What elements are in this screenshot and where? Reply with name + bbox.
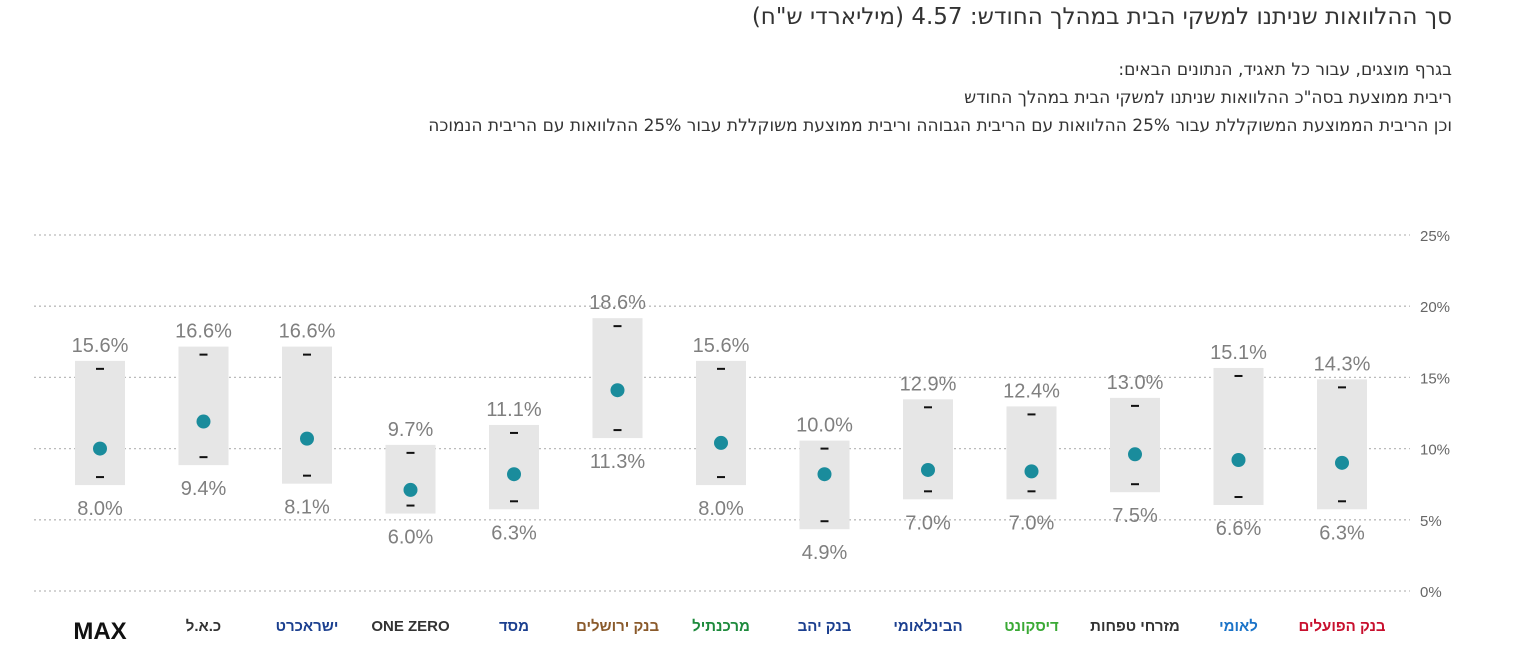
average-dot <box>1335 455 1349 470</box>
bank-logo: בנק יהב <box>797 618 852 635</box>
description-line-2: ריבית ממוצעת בסה"כ ההלוואות שניתנו למשקי… <box>964 88 1452 108</box>
average-dot <box>1231 452 1246 467</box>
average-dot <box>507 467 521 482</box>
range-box <box>1006 406 1057 500</box>
high-label: 16.6% <box>175 321 232 343</box>
range-box <box>282 346 332 484</box>
y-tick-label: 10% <box>1420 442 1450 459</box>
low-label: 7.5% <box>1112 505 1158 527</box>
average-dot <box>300 431 314 446</box>
bank-logo: ONE ZERO <box>371 618 450 635</box>
high-label: 15.6% <box>693 335 750 357</box>
average-dot <box>93 441 107 456</box>
description-line-3: וכן הריבית הממוצעת המשוקללת עבור 25% ההל… <box>428 116 1452 136</box>
high-label: 13.0% <box>1107 372 1164 394</box>
range-box <box>592 318 643 439</box>
range-box <box>696 360 746 486</box>
y-tick-label: 5% <box>1420 513 1442 530</box>
low-label: 11.3% <box>590 451 645 473</box>
bank-logo: ישראכרט <box>275 618 339 635</box>
range-box <box>799 440 850 530</box>
y-tick-label: 25% <box>1420 228 1450 245</box>
low-label: 7.0% <box>905 512 951 534</box>
low-label: 6.3% <box>1319 522 1365 544</box>
y-tick-label: 15% <box>1420 370 1450 387</box>
bank-logo: מזרחי טפחות <box>1090 618 1180 635</box>
low-label: 6.0% <box>388 527 434 549</box>
range-box <box>178 346 229 466</box>
high-label: 18.6% <box>589 292 646 314</box>
high-label: 15.6% <box>72 335 129 357</box>
y-tick-label: 20% <box>1420 299 1450 316</box>
high-label: 10.0% <box>796 415 853 437</box>
description-line-1: בגרף מוצגים, עבור כל תאגיד, הנתונים הבאי… <box>1118 60 1452 80</box>
average-dot <box>196 414 211 429</box>
bank-logo: בנק ירושלים <box>575 618 660 635</box>
average-dot <box>714 435 728 450</box>
average-dot <box>1024 464 1039 479</box>
range-box <box>75 360 125 486</box>
bank-logo: MAX <box>73 618 127 645</box>
range-box <box>1317 379 1367 510</box>
low-label: 4.9% <box>802 542 848 564</box>
range-box <box>489 424 539 510</box>
range-box <box>1110 397 1160 493</box>
bank-logo: כ.א.ל <box>185 618 222 635</box>
high-label: 15.1% <box>1210 342 1267 364</box>
bank-logo: לאומי <box>1219 618 1258 635</box>
low-label: 8.1% <box>284 497 330 519</box>
high-label: 16.6% <box>279 321 336 343</box>
high-label: 11.1% <box>486 399 541 421</box>
bank-logo: בנק הפועלים <box>1298 618 1386 635</box>
low-label: 7.0% <box>1009 512 1055 534</box>
average-dot <box>610 383 625 398</box>
high-label: 12.4% <box>1003 380 1060 402</box>
y-tick-label: 0% <box>1420 584 1442 601</box>
low-label: 6.6% <box>1216 518 1262 540</box>
range-box <box>385 444 436 514</box>
bank-logo: מסד <box>498 618 530 635</box>
low-label: 8.0% <box>698 498 744 520</box>
average-dot <box>921 462 935 477</box>
chart-title: סך ההלוואות שניתנו למשקי הבית במהלך החוד… <box>751 4 1452 30</box>
bank-logo: דיסקונט <box>1004 618 1059 635</box>
range-box <box>903 399 953 500</box>
high-label: 9.7% <box>388 419 434 441</box>
bank-logo: הבינלאומי <box>893 618 963 635</box>
average-dot <box>403 482 418 497</box>
range-box <box>1213 367 1264 506</box>
average-dot <box>1128 447 1142 462</box>
low-label: 9.4% <box>181 478 227 500</box>
high-label: 14.3% <box>1314 353 1371 375</box>
bank-logo: מרכנתיל <box>692 618 750 635</box>
low-label: 6.3% <box>491 522 537 544</box>
average-dot <box>817 467 832 482</box>
high-label: 12.9% <box>900 373 957 395</box>
low-label: 8.0% <box>77 498 123 520</box>
